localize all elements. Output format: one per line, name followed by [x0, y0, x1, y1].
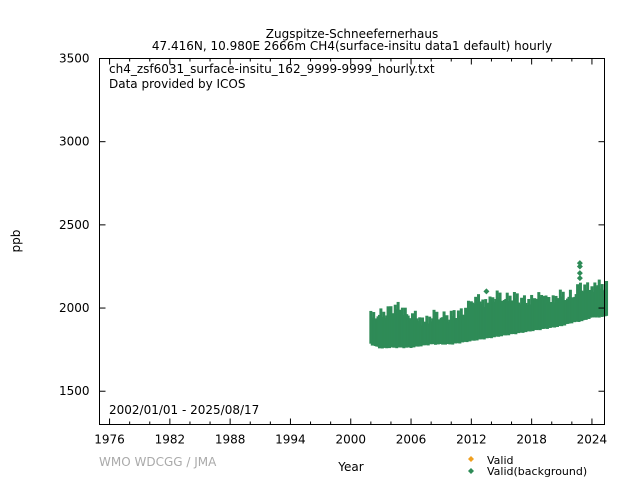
legend-label-background: Valid(background)	[487, 465, 587, 478]
chart-title-line2: 47.416N, 10.980E 2666m CH4(surface-insit…	[152, 39, 552, 53]
x-tick-label: 2018	[516, 433, 547, 447]
y-tick-label: 1500	[59, 384, 90, 398]
y-tick-label: 3000	[59, 135, 90, 149]
y-tick-label: 3500	[59, 52, 90, 66]
date-range-label: 2002/01/01 - 2025/08/17	[109, 403, 259, 417]
y-axis-label: ppb	[9, 230, 23, 253]
data-point	[483, 288, 490, 295]
plot-data	[369, 260, 609, 349]
data-point	[576, 270, 583, 277]
x-tick-label: 1994	[275, 433, 306, 447]
y-tick-label: 2000	[59, 301, 90, 315]
data-point-column	[605, 280, 609, 316]
data-point	[576, 260, 583, 267]
file-label: ch4_zsf6031_surface-insitu_162_9999-9999…	[109, 62, 435, 76]
y-tick-label: 2500	[59, 218, 90, 232]
x-tick-label: 2000	[335, 433, 366, 447]
x-tick-label: 2024	[577, 433, 608, 447]
x-tick-label: 1988	[215, 433, 246, 447]
x-tick-label: 2006	[396, 433, 427, 447]
plot-frame	[99, 58, 605, 425]
credit-label: WMO WDCGG / JMA	[99, 455, 217, 469]
data-point	[576, 263, 583, 270]
legend-marker-valid	[468, 456, 474, 462]
legend: Valid Valid(background)	[468, 454, 587, 478]
x-tick-label: 1982	[155, 433, 186, 447]
legend-label-valid: Valid	[487, 454, 514, 467]
legend-marker-background	[468, 468, 474, 474]
axis-ticks: 1976 1982 1988 1994 2000 2006 2012 2018 2024 1500…	[59, 52, 607, 447]
data-point	[576, 275, 583, 282]
x-tick-label: 2012	[456, 433, 487, 447]
chart-title-line1: Zugspitze-Schneefernerhaus	[266, 27, 438, 41]
x-axis-label: Year	[337, 460, 363, 474]
x-tick-label: 1976	[94, 433, 125, 447]
provider-label: Data provided by ICOS	[109, 77, 245, 91]
